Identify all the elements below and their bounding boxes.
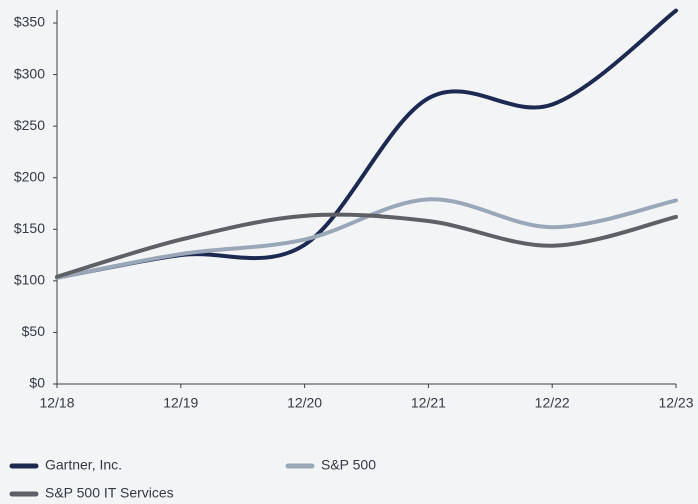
x-tick-label: 12/20 — [287, 395, 322, 411]
x-tick-label: 12/18 — [39, 395, 74, 411]
y-tick-label: $350 — [14, 14, 45, 30]
y-tick-label: $50 — [22, 323, 46, 339]
x-tick-label: 12/22 — [535, 395, 570, 411]
series-line — [55, 212, 678, 279]
y-tick-label: $200 — [14, 168, 45, 184]
x-tick-label: 12/19 — [163, 395, 198, 411]
legend-label: Gartner, Inc. — [45, 457, 122, 473]
y-tick-label: $100 — [14, 272, 45, 288]
x-tick-label: 12/21 — [411, 395, 446, 411]
x-tick-label: 12/23 — [658, 395, 693, 411]
series-line — [55, 197, 678, 280]
y-tick-label: $150 — [14, 220, 45, 236]
legend-label: S&P 500 — [321, 457, 376, 473]
y-tick-label: $250 — [14, 117, 45, 133]
legend-label: S&P 500 IT Services — [45, 485, 174, 501]
y-tick-label: $0 — [29, 375, 45, 391]
y-tick-label: $300 — [14, 65, 45, 81]
series-line — [55, 8, 678, 280]
